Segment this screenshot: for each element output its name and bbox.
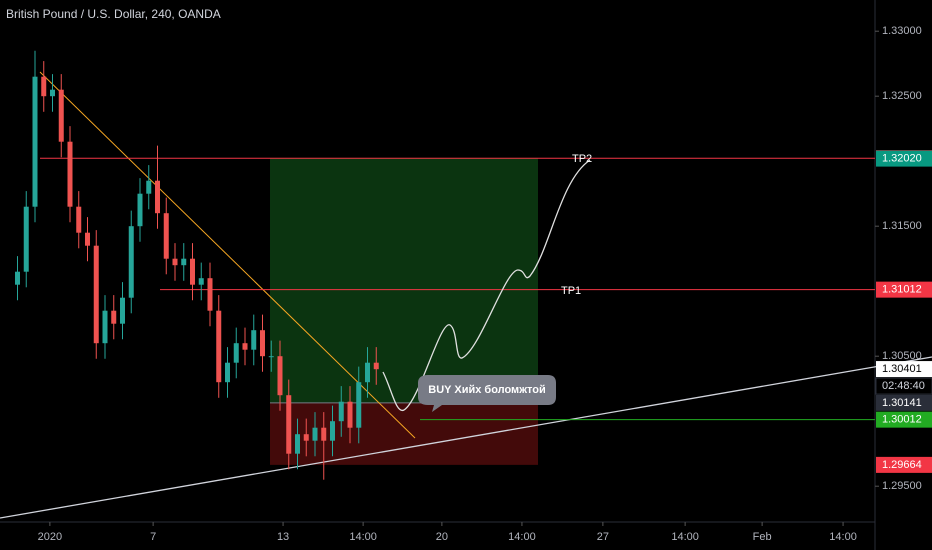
candle-body [190, 258, 195, 285]
candle-body [120, 297, 125, 324]
price-badge [876, 411, 932, 428]
candle-body [41, 76, 47, 97]
candle-body [23, 206, 29, 272]
candle-body [373, 362, 379, 370]
callout-bubble [418, 375, 556, 412]
loss-zone [270, 402, 538, 465]
callout-text: BUY Хийх боломжтой [428, 384, 545, 396]
candle-body [85, 232, 90, 246]
profit-zone [270, 158, 538, 403]
zones [270, 158, 538, 465]
price-badge-label: 1.30401 [882, 363, 922, 375]
candle-body [286, 395, 292, 454]
tp2-label: TP2 [572, 153, 592, 165]
x-tick-label: 14:00 [349, 531, 377, 543]
candle-body [102, 310, 108, 344]
chart-title: British Pound / U.S. Dollar, 240, OANDA [6, 7, 221, 21]
price-badge [876, 394, 932, 411]
candle-body [207, 278, 213, 311]
candle-body [155, 180, 160, 214]
candle-body [268, 356, 274, 358]
price-badge-label: 1.29664 [882, 459, 922, 471]
price-badge-label: 1.30012 [882, 414, 922, 426]
countdown-box [875, 377, 932, 395]
candle-body [242, 343, 248, 350]
candle-body [338, 401, 344, 422]
x-tick-label: 14:00 [671, 531, 699, 543]
candle-body [295, 434, 300, 454]
candle-body [32, 76, 38, 207]
support-line [0, 356, 932, 519]
candle-body [58, 89, 64, 142]
candle-body [67, 141, 73, 207]
candle-body [128, 226, 134, 298]
candle-body [303, 434, 309, 441]
candle-body [50, 89, 55, 97]
candle-body [181, 258, 187, 266]
candle-body [76, 206, 82, 233]
price-badge-label: 1.32020 [882, 153, 922, 165]
y-tick-label: 1.31500 [882, 220, 922, 232]
price-badge [876, 281, 932, 298]
candle-body [347, 401, 353, 428]
x-tick-label: 7 [150, 531, 156, 543]
projection-path [382, 159, 591, 411]
candle-body [321, 427, 327, 441]
candle-body [233, 343, 239, 363]
candle-body [198, 278, 204, 285]
x-tick-label: 2020 [38, 531, 62, 543]
candle-body [163, 213, 169, 259]
candle-body [137, 193, 143, 227]
candle-body [330, 421, 335, 441]
price-badge [876, 456, 932, 473]
candle-body [251, 330, 257, 350]
candle-body [146, 180, 152, 194]
price-badge [876, 150, 932, 167]
candle-body [365, 362, 370, 383]
candle-body [172, 258, 178, 266]
y-tick-label: 1.29500 [882, 480, 922, 492]
x-tick-label: 14:00 [829, 531, 857, 543]
price-badge [876, 361, 932, 378]
candle-body [260, 330, 265, 357]
y-tick-label: 1.33000 [882, 25, 922, 37]
candle-body [225, 362, 230, 383]
x-tick-label: 20 [436, 531, 448, 543]
x-tick-label: 27 [597, 531, 609, 543]
y-tick-label: 1.32500 [882, 90, 922, 102]
tp1-label: TP1 [561, 285, 581, 297]
candle-body [93, 245, 99, 344]
countdown: 02:48:40 [882, 380, 925, 392]
trend-line [39, 71, 416, 439]
price-badge-label: 1.30141 [882, 397, 922, 409]
x-tick-label: Feb [753, 531, 772, 543]
x-tick-label: 13 [277, 531, 289, 543]
candle-body [277, 356, 283, 396]
candle-body [312, 427, 318, 441]
candle-body [111, 310, 117, 324]
y-tick-label: 1.30500 [882, 350, 922, 362]
x-tick-label: 14:00 [508, 531, 536, 543]
price-badge-label: 1.31012 [882, 284, 922, 296]
candle-body [356, 382, 362, 428]
candle-body [216, 310, 222, 383]
candle-body [15, 271, 20, 285]
